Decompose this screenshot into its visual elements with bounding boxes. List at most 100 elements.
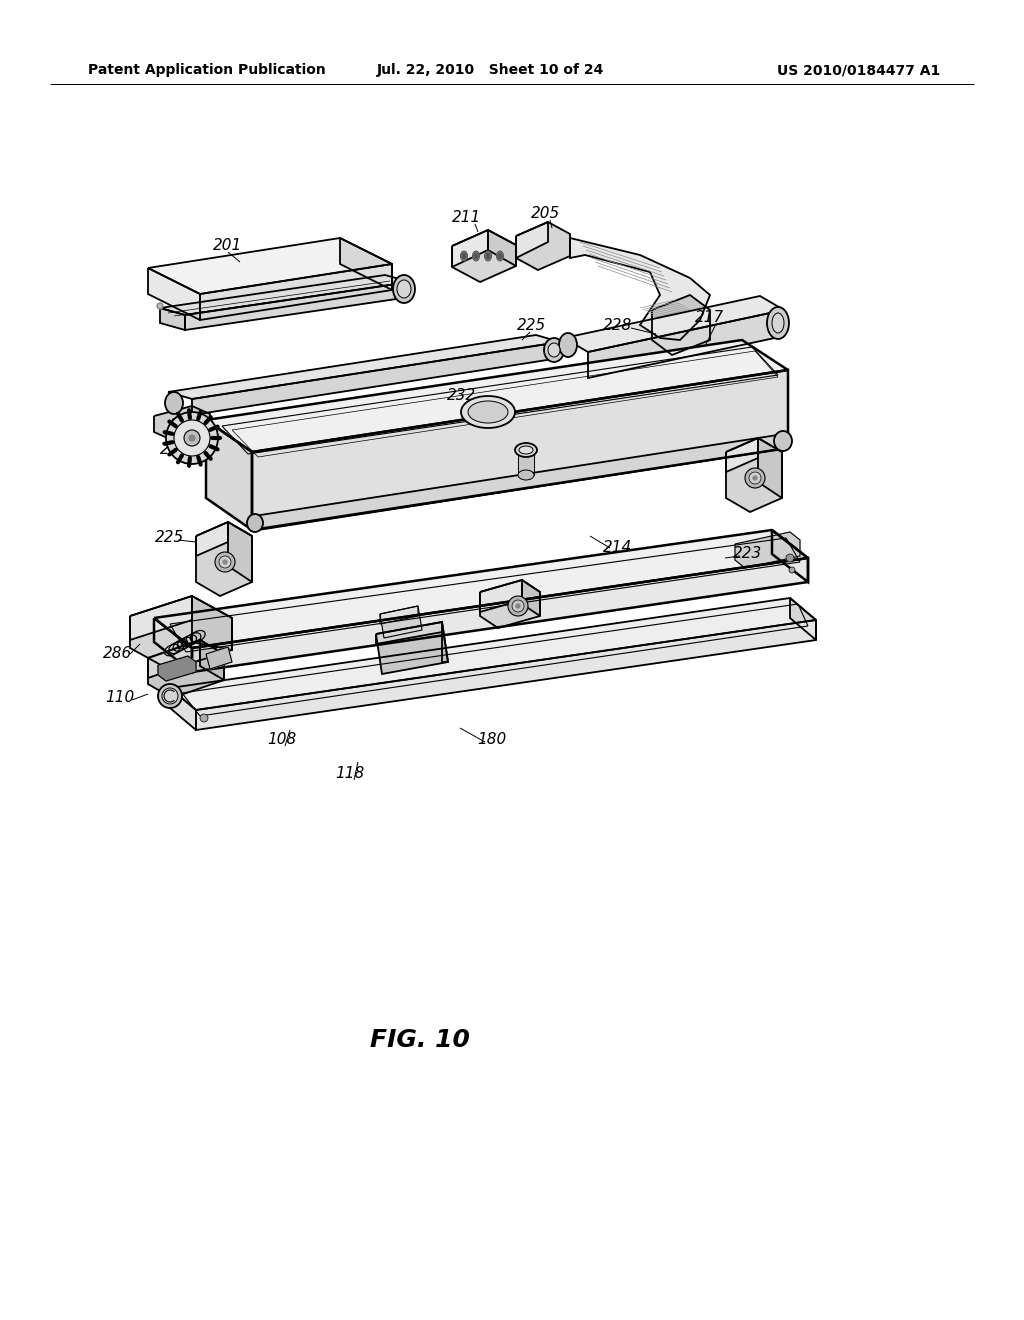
Text: 225: 225 xyxy=(517,318,547,334)
Text: 228: 228 xyxy=(603,318,633,334)
Text: 202: 202 xyxy=(170,418,200,433)
Circle shape xyxy=(753,477,757,480)
Circle shape xyxy=(508,597,528,616)
Circle shape xyxy=(166,412,218,465)
Circle shape xyxy=(749,473,761,484)
Text: 205: 205 xyxy=(531,206,560,220)
Polygon shape xyxy=(154,531,808,648)
Polygon shape xyxy=(185,282,410,330)
Polygon shape xyxy=(772,531,808,582)
Polygon shape xyxy=(758,438,782,498)
Text: FIG. 10: FIG. 10 xyxy=(370,1028,470,1052)
Ellipse shape xyxy=(462,253,466,259)
Polygon shape xyxy=(588,310,784,378)
Polygon shape xyxy=(488,230,516,267)
Ellipse shape xyxy=(461,251,468,261)
Text: 225: 225 xyxy=(156,531,184,545)
Circle shape xyxy=(162,688,178,704)
Polygon shape xyxy=(254,434,788,531)
Ellipse shape xyxy=(497,251,504,261)
Polygon shape xyxy=(130,597,232,671)
Polygon shape xyxy=(160,308,185,330)
Polygon shape xyxy=(148,238,392,294)
Polygon shape xyxy=(376,622,442,644)
Polygon shape xyxy=(196,620,816,730)
Ellipse shape xyxy=(165,392,183,414)
Circle shape xyxy=(790,568,795,573)
Polygon shape xyxy=(130,597,193,640)
Polygon shape xyxy=(480,579,540,628)
Polygon shape xyxy=(452,230,488,267)
Ellipse shape xyxy=(498,253,502,259)
Polygon shape xyxy=(148,640,224,698)
Ellipse shape xyxy=(486,253,490,259)
Polygon shape xyxy=(726,438,758,473)
Polygon shape xyxy=(193,558,808,672)
Polygon shape xyxy=(170,688,196,730)
Polygon shape xyxy=(252,370,788,531)
Polygon shape xyxy=(652,294,710,355)
Polygon shape xyxy=(790,598,816,640)
Ellipse shape xyxy=(774,432,792,451)
Circle shape xyxy=(745,469,765,488)
Ellipse shape xyxy=(515,444,537,457)
Polygon shape xyxy=(522,579,540,616)
Ellipse shape xyxy=(468,401,508,422)
Ellipse shape xyxy=(544,338,564,362)
Polygon shape xyxy=(196,521,252,597)
Ellipse shape xyxy=(518,470,534,480)
Polygon shape xyxy=(158,656,196,681)
Polygon shape xyxy=(196,521,228,556)
Polygon shape xyxy=(726,438,782,512)
Circle shape xyxy=(219,556,231,568)
Text: 214: 214 xyxy=(603,540,633,556)
Polygon shape xyxy=(228,521,252,582)
Polygon shape xyxy=(170,598,816,710)
Ellipse shape xyxy=(772,313,784,333)
Polygon shape xyxy=(564,296,784,352)
Circle shape xyxy=(223,560,227,564)
Text: 201: 201 xyxy=(213,239,243,253)
Polygon shape xyxy=(154,618,193,672)
Ellipse shape xyxy=(247,513,263,532)
Polygon shape xyxy=(380,606,422,638)
Circle shape xyxy=(200,714,208,722)
Ellipse shape xyxy=(767,308,790,339)
Text: Patent Application Publication: Patent Application Publication xyxy=(88,63,326,77)
Text: 211: 211 xyxy=(453,210,481,226)
Polygon shape xyxy=(193,597,232,649)
Polygon shape xyxy=(735,532,800,568)
Polygon shape xyxy=(516,222,548,257)
Circle shape xyxy=(158,684,182,708)
Text: 108: 108 xyxy=(267,733,297,747)
Circle shape xyxy=(174,420,210,455)
Circle shape xyxy=(159,305,162,308)
Text: 286: 286 xyxy=(103,647,133,661)
Circle shape xyxy=(786,554,794,562)
Polygon shape xyxy=(160,275,410,315)
Polygon shape xyxy=(206,341,788,451)
Circle shape xyxy=(184,430,200,446)
Ellipse shape xyxy=(397,280,411,298)
Circle shape xyxy=(512,601,524,612)
Ellipse shape xyxy=(559,333,577,356)
Polygon shape xyxy=(148,268,200,319)
Polygon shape xyxy=(148,640,200,678)
Polygon shape xyxy=(442,622,449,663)
Text: 110: 110 xyxy=(105,690,134,705)
Ellipse shape xyxy=(461,396,515,428)
Text: 217: 217 xyxy=(695,310,725,326)
Polygon shape xyxy=(206,420,252,531)
Text: 118: 118 xyxy=(336,767,365,781)
Polygon shape xyxy=(200,264,392,319)
Circle shape xyxy=(215,552,234,572)
Ellipse shape xyxy=(472,251,479,261)
Text: 202: 202 xyxy=(161,442,189,458)
Polygon shape xyxy=(452,230,516,282)
Circle shape xyxy=(516,605,520,609)
Polygon shape xyxy=(518,450,534,475)
Ellipse shape xyxy=(519,446,534,454)
Polygon shape xyxy=(200,640,224,680)
Ellipse shape xyxy=(484,251,492,261)
Polygon shape xyxy=(154,407,210,440)
